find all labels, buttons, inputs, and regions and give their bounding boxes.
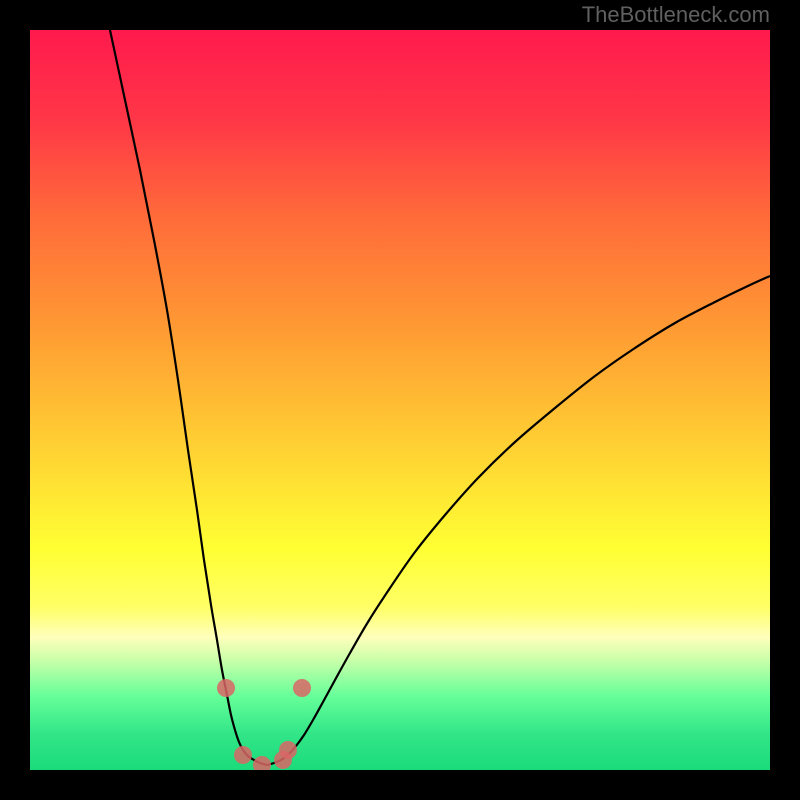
chart-container: TheBottleneck.com [0, 0, 800, 800]
attribution-text: TheBottleneck.com [582, 2, 770, 28]
marker-dot [234, 746, 252, 764]
marker-dot [217, 679, 235, 697]
left-curve [110, 30, 267, 765]
curves-svg [30, 30, 770, 770]
marker-dot [253, 756, 271, 770]
plot-area [30, 30, 770, 770]
right-curve [267, 276, 770, 765]
marker-dot [279, 741, 297, 759]
marker-dot [293, 679, 311, 697]
